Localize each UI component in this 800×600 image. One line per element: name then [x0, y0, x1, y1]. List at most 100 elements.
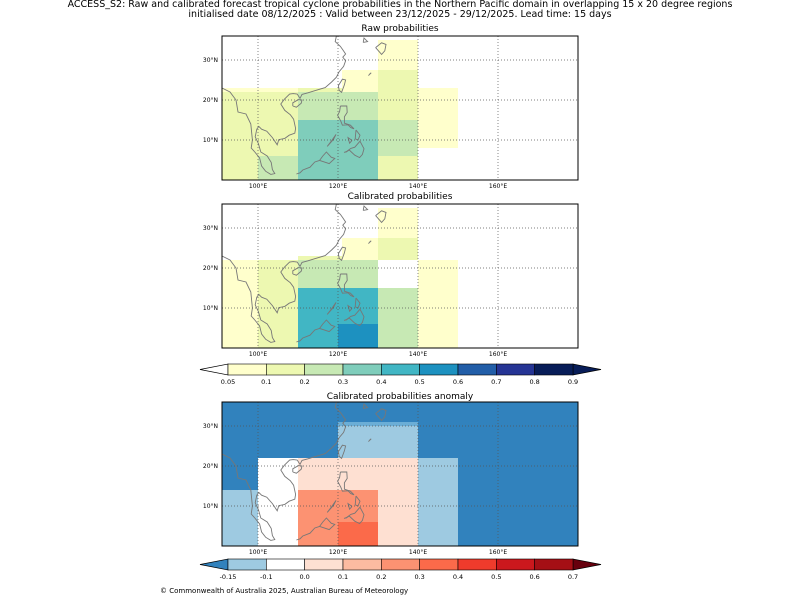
- coastline-5: [347, 502, 353, 511]
- coastline-11: [362, 37, 369, 43]
- colorbar-segment: [227, 558, 267, 571]
- x-tick-label: 100°E: [249, 351, 267, 358]
- coastline-8: [319, 517, 336, 531]
- probability-cell-0-11: [342, 92, 378, 120]
- calibrated-panel-title: Calibrated probabilities: [347, 192, 453, 202]
- probability-colorbar: 0.05 0.1 0.2 0.3 0.4 0.5 0.6 0.7 0.8 0.9: [199, 363, 602, 386]
- colorbar-under-arrow: [199, 558, 229, 571]
- calibrated-probabilities-map: 100°E 120°E 140°E 160°E 10°N 20°N 30°N: [203, 203, 579, 358]
- coastline-0: [221, 401, 347, 541]
- colorbar-tick-label: 0.7: [568, 573, 578, 581]
- probability-cell-0-13: [258, 156, 298, 180]
- colorbar-segment: [266, 363, 305, 376]
- colorbar-segment: [419, 363, 459, 376]
- coastline-3: [337, 471, 355, 496]
- colorbar-tick-label: 0.1: [261, 378, 271, 386]
- colorbar-segment: [534, 558, 574, 571]
- probability-cell-0-4: [222, 92, 258, 180]
- x-tick-label: 140°E: [409, 183, 427, 190]
- probability-cell-1-3: [222, 260, 258, 348]
- y-tick-label: 10°N: [203, 137, 218, 144]
- coastline-5: [347, 136, 353, 145]
- colorbar-segment: [534, 363, 574, 376]
- colorbar-segment: [496, 558, 535, 571]
- colorbar-tick-label: 0.1: [338, 573, 348, 581]
- raw-probabilities-map: 100°E 120°E 140°E 160°E 10°N 20°N 30°N: [203, 35, 579, 190]
- probability-cell-1-8: [378, 288, 418, 348]
- probability-cell-0-2: [222, 88, 298, 92]
- anomaly-panel-title: Calibrated probabilities anomaly: [326, 392, 474, 402]
- coastline-6: [343, 308, 365, 327]
- coastline-9: [296, 327, 320, 343]
- colorbar-tick-label: 0.2: [299, 378, 309, 386]
- y-tick-label: 30°N: [203, 423, 218, 430]
- coastline-0: [221, 203, 347, 343]
- probability-cell-0-7: [378, 70, 418, 92]
- probability-cell-0-6: [298, 88, 342, 92]
- coastline-7: [326, 500, 337, 513]
- coastline-10: [375, 408, 387, 422]
- colorbar-tick-label: 0.8: [529, 378, 539, 386]
- probability-cell-1-4: [258, 260, 298, 348]
- x-tick-label: 140°E: [409, 549, 427, 556]
- colorbar-tick-label: 0.6: [453, 378, 463, 386]
- probability-cell-0-10: [298, 92, 342, 120]
- coastline-7: [326, 302, 337, 315]
- coastline-6: [343, 506, 365, 525]
- x-tick-label: 160°E: [489, 549, 507, 556]
- figure-title-line-1: ACCESS_S2: Raw and calibrated forecast t…: [67, 0, 733, 10]
- coastline-5: [347, 304, 353, 313]
- y-tick-label: 30°N: [203, 225, 218, 232]
- y-tick-label: 20°N: [203, 463, 218, 470]
- x-tick-label: 140°E: [409, 351, 427, 358]
- probability-cell-1-5: [298, 256, 342, 260]
- probability-cell-0-5: [258, 92, 298, 156]
- coastline-8: [319, 151, 336, 165]
- colorbar-tick-label: 0.6: [529, 573, 539, 581]
- colorbar-over-arrow: [572, 558, 602, 571]
- coastline-1: [292, 267, 303, 276]
- probability-cell-2-3: [222, 490, 258, 546]
- coastline-7: [326, 134, 337, 147]
- colorbar-segment: [419, 558, 459, 571]
- colorbar-over-arrow: [572, 363, 602, 376]
- probability-cell-2-6: [378, 458, 418, 546]
- y-tick-label: 20°N: [203, 97, 218, 104]
- colorbar-segment: [381, 558, 420, 571]
- colorbar-tick-label: 0.0: [299, 573, 309, 581]
- y-tick-label: 20°N: [203, 265, 218, 272]
- coastline-2: [337, 246, 347, 262]
- probability-cell-0-0: [378, 40, 418, 70]
- coastline-3: [337, 273, 355, 298]
- colorbar-tick-label: 0.9: [568, 378, 578, 386]
- coastline-12: [368, 438, 372, 442]
- colorbar-segment: [457, 558, 497, 571]
- y-tick-label: 10°N: [203, 305, 218, 312]
- coastline-6: [343, 140, 365, 159]
- figure-title-line-2: initialised date 08/12/2025 : Valid betw…: [188, 9, 612, 20]
- probability-cell-1-1: [342, 238, 378, 260]
- probability-cell-2-0: [338, 422, 418, 426]
- colorbar-tick-label: 0.2: [376, 573, 386, 581]
- anomaly-colorbar: -0.15 -0.1 0.0 0.1 0.2 0.3 0.4 0.5 0.6 0.7: [199, 558, 602, 581]
- x-tick-label: 160°E: [489, 351, 507, 358]
- probability-cell-2-1: [338, 426, 418, 458]
- coastline-12: [368, 240, 372, 244]
- colorbar-segment: [342, 558, 382, 571]
- colorbar-segment: [496, 363, 535, 376]
- probability-cell-2-2: [418, 458, 458, 546]
- probability-cell-0-1: [342, 70, 378, 92]
- x-tick-label: 120°E: [329, 183, 347, 190]
- coastline-2: [337, 78, 347, 94]
- y-tick-label: 10°N: [203, 503, 218, 510]
- colorbar-tick-label: -0.15: [220, 573, 237, 581]
- raw-panel-title: Raw probabilities: [361, 24, 439, 34]
- probability-cell-2-8: [338, 522, 378, 546]
- probability-cell-1-2: [418, 260, 458, 348]
- probability-cell-1-0: [378, 208, 418, 238]
- map-frame: [221, 203, 579, 349]
- colorbar-tick-label: 0.05: [221, 378, 235, 386]
- anomaly-map: 100°E 120°E 140°E 160°E 10°N 20°N 30°N: [203, 401, 579, 556]
- coastline-11: [362, 403, 369, 409]
- x-tick-label: 120°E: [329, 549, 347, 556]
